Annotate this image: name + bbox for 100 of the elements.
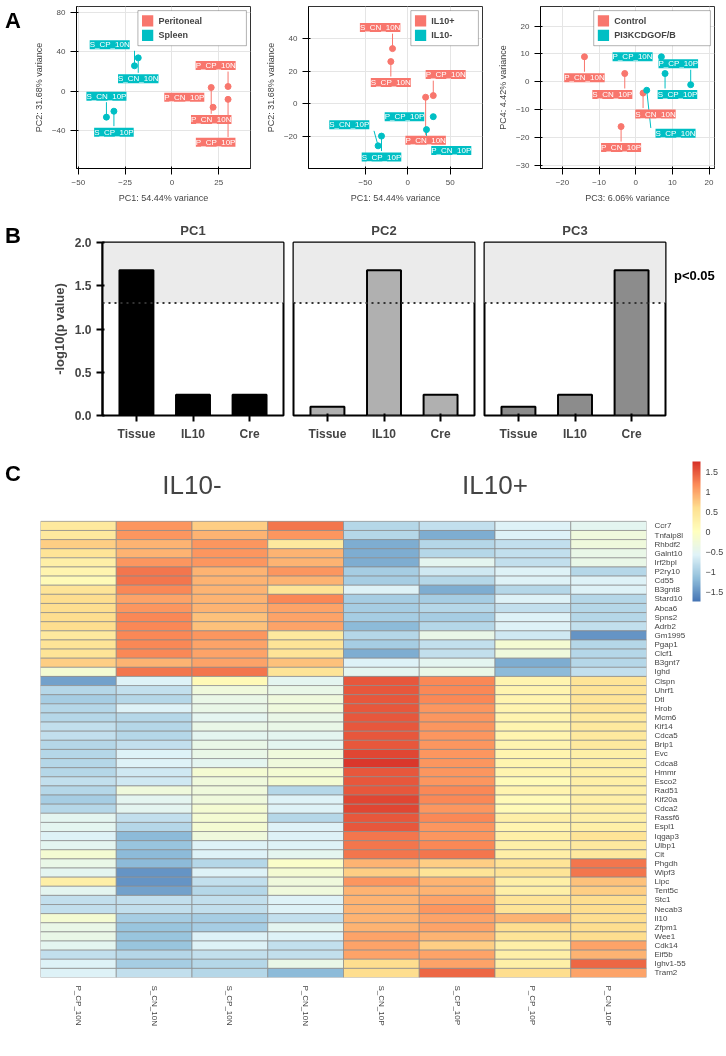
y-tick-label: Stard10: [654, 594, 684, 604]
y-tick-label: Wipf3: [654, 868, 676, 878]
annotation: S_CP_10P: [657, 90, 698, 100]
x-tick-label: IL10: [180, 426, 206, 441]
x-axis-title: PC3: 6.06% variance: [585, 192, 670, 203]
x-tick-label: −20: [555, 177, 570, 187]
x-tick-label: S_CN_10P: [376, 985, 386, 1026]
annotation: S_CN_10P: [592, 90, 633, 100]
annotation: S_CP_10N: [655, 128, 696, 138]
x-tick-label: 50: [445, 177, 456, 187]
annotation: P_CN_10P: [164, 92, 205, 102]
annotation: S_CP_10P: [361, 152, 402, 162]
x-tick-label: IL10: [562, 426, 588, 441]
x-tick-label: P_CP_10P: [528, 985, 538, 1026]
color-bar-label: 0.5: [705, 506, 719, 517]
y-tick-label: 40: [56, 47, 67, 57]
y-tick-label: Cdca8: [654, 758, 679, 768]
y-tick-label: 1.5: [74, 279, 92, 294]
y-tick-label: Adrb2: [654, 621, 677, 631]
y-tick-label: Espl1: [654, 822, 676, 832]
x-tick-label: 0: [633, 177, 639, 187]
annotation: P_CN_10N: [190, 115, 232, 124]
annotation: P_CN_10P: [601, 143, 642, 153]
color-bar-label: −1: [705, 566, 716, 577]
y-tick-label: Tram2: [654, 968, 678, 978]
y-tick-label: Phgdh: [654, 858, 678, 868]
y-tick-label: Tnfaip8l: [654, 530, 684, 540]
annotation: P_CP_10P: [195, 137, 236, 147]
y-tick-label: Pgap1: [654, 640, 679, 650]
annotation: S_CP_10P: [94, 127, 134, 137]
annotation: S_CN_10N: [635, 109, 676, 119]
x-axis-title: PC1: 54.44% variance: [350, 192, 441, 203]
annotation: P_CN_10N: [405, 135, 447, 145]
y-tick-label: Lipc: [654, 877, 670, 887]
annotation: P_CP_10P: [658, 59, 699, 69]
y-tick-label: Eif5b: [654, 950, 674, 960]
y-tick-label: Mcm6: [654, 713, 677, 722]
y-tick-label: 1.0: [74, 322, 92, 337]
y-tick-label: Cit: [654, 849, 666, 859]
x-tick-label: S_CP_10N: [225, 985, 235, 1026]
x-tick-label: IL10: [371, 426, 397, 441]
color-bar-label: 1.5: [705, 466, 719, 477]
y-tick-label: Kif14: [654, 722, 674, 732]
annotation: S_CN_10N: [118, 74, 159, 84]
annotation: S_CN_10P: [86, 91, 127, 101]
y-tick-label: Cdca2: [654, 804, 679, 814]
color-bar-label: −1.5: [705, 586, 724, 597]
color-bar-label: −0.5: [705, 546, 724, 557]
annotation: P_CN_10P: [431, 146, 472, 156]
y-tick-label: Ighv1-55: [654, 959, 687, 969]
y-tick-label: Ighd: [654, 667, 671, 677]
y-tick-label: Galnt10: [654, 548, 684, 558]
chart-title: PC2: [371, 222, 397, 238]
y-tick-label: −20: [515, 133, 531, 143]
x-tick-label: 0: [169, 177, 175, 187]
text: A: [5, 7, 21, 35]
y-tick-label: 0.0: [74, 409, 92, 423]
y-tick-label: 0: [61, 86, 67, 96]
legend-label: IL10+: [431, 15, 455, 26]
annotation: S_CP_10N: [89, 40, 130, 50]
y-tick-label: 20: [288, 66, 299, 76]
y-tick-label: Cdca5: [654, 731, 679, 741]
annotation: P_CP_10N: [195, 61, 236, 71]
y-tick-label: Iqgap3: [654, 831, 680, 841]
y-tick-label: Hmmr: [654, 767, 677, 777]
y-tick-label: Abca6: [654, 603, 678, 613]
legend-label: Peritoneal: [158, 15, 202, 26]
y-tick-label: Rhbdf2: [654, 539, 681, 549]
legend-label: IL10-: [431, 30, 453, 41]
y-tick-label: 20: [520, 21, 531, 31]
y-tick-label: Brip1: [654, 740, 674, 750]
legend-label: PI3KCDGOF/B: [614, 30, 677, 41]
y-tick-label: 40: [288, 34, 299, 44]
x-tick-label: −50: [71, 177, 86, 187]
y-tick-label: Ulbp1: [654, 840, 676, 850]
x-tick-label: P_CN_10N: [301, 985, 311, 1027]
y-tick-label: 0.5: [74, 365, 92, 380]
y-tick-label: Dtl: [654, 694, 665, 704]
y-tick-label: Il10: [654, 913, 668, 923]
y-axis-title: PC4: 4.42% variance: [497, 45, 508, 130]
annotation: P_CP_10N: [612, 52, 653, 62]
y-tick-label: Zfpm1: [654, 922, 678, 932]
x-axis-title: PC1: 54.44% variance: [118, 192, 209, 203]
text: B: [5, 222, 21, 250]
text: C: [5, 460, 21, 488]
y-tick-label: Ccr7: [654, 521, 672, 531]
y-tick-label: −30: [515, 161, 531, 171]
y-axis-title: -log10(p value): [51, 283, 67, 375]
y-tick-label: −10: [515, 105, 531, 115]
y-tick-label: 10: [520, 49, 531, 59]
y-tick-label: Gm1995: [654, 630, 686, 640]
y-tick-label: Clcf1: [654, 649, 674, 659]
y-tick-label: 0: [293, 99, 299, 109]
x-tick-label: 0: [405, 177, 411, 187]
y-tick-label: Cdk14: [654, 941, 679, 951]
text: IL10+: [462, 469, 528, 500]
annotation: P_CN_10N: [564, 73, 605, 83]
annotation: S_CN_10P: [329, 120, 370, 130]
y-tick-label: B3gnt8: [654, 585, 681, 595]
y-tick-label: Necab3: [654, 904, 683, 914]
